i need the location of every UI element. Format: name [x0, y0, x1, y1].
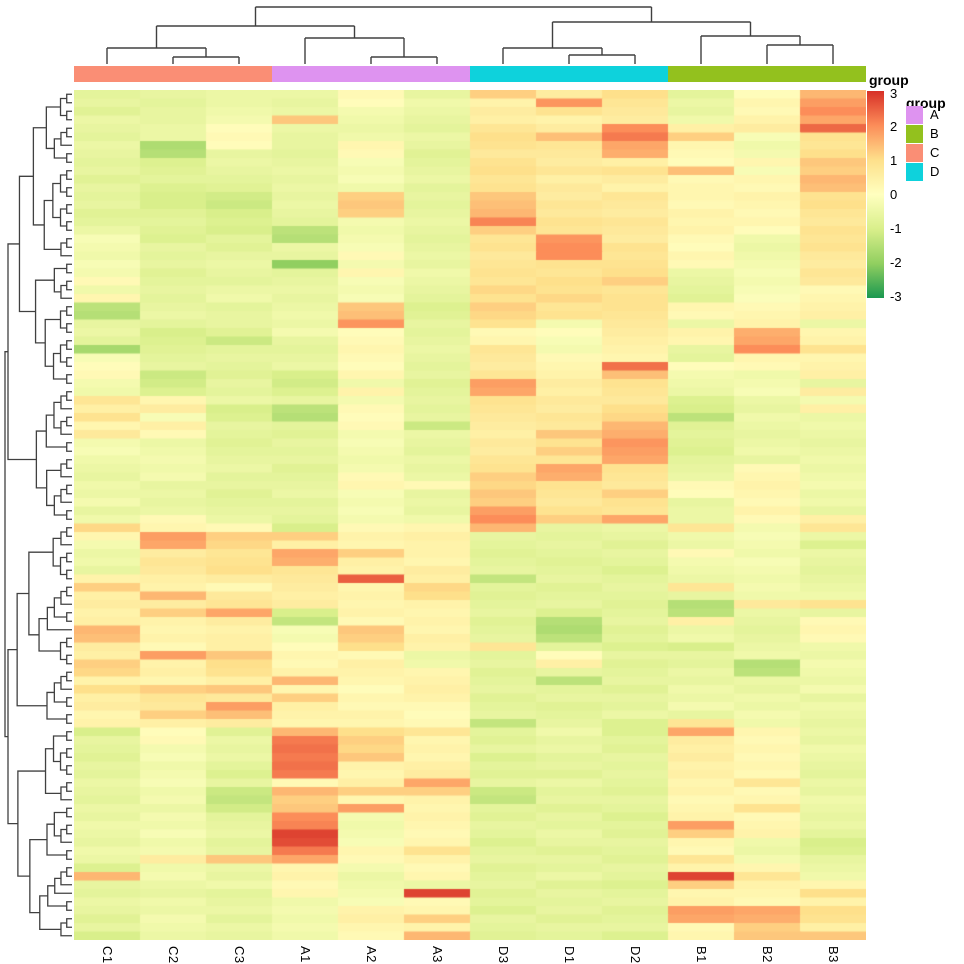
column-label-B2: B2: [760, 946, 775, 963]
colorbar-tick-label-2: 2: [890, 119, 898, 135]
legend-entry-label-C: C: [930, 145, 940, 160]
column-label-D2: D2: [628, 946, 643, 964]
annotation-group-A: [272, 66, 470, 82]
legend-swatch-C: [906, 144, 923, 162]
colorbar-tick-label--3: -3: [890, 288, 902, 304]
column-label-D3: D3: [496, 946, 511, 964]
column-label-C2: C2: [166, 946, 181, 964]
column-label-A1: A1: [298, 946, 313, 963]
legend-entry-label-A: A: [930, 107, 939, 122]
colorbar-gradient: [867, 91, 884, 298]
column-dendrogram: [106, 6, 834, 64]
column-label-B1: B1: [694, 946, 709, 963]
legend-entry-label-D: D: [930, 164, 940, 179]
column-label-A3: A3: [430, 946, 445, 963]
annotation-bar: [74, 66, 866, 82]
annotation-group-C: [74, 66, 272, 82]
legend-swatch-D: [906, 163, 923, 181]
row-dendrogram: [4, 93, 72, 937]
annotation-bar-title: group: [869, 72, 909, 88]
column-label-C3: C3: [232, 946, 247, 964]
heatmap-canvas: [74, 90, 866, 940]
legend-swatch-B: [906, 125, 923, 143]
colorbar-tick-label-3: 3: [890, 85, 898, 101]
legend-entry-label-B: B: [930, 126, 939, 141]
colorbar-tick-label-0: 0: [890, 187, 898, 202]
column-label-B3: B3: [826, 946, 841, 963]
annotation-group-D: [470, 66, 668, 82]
legend-swatch-A: [906, 106, 923, 124]
column-label-A2: A2: [364, 946, 379, 963]
annotation-group-B: [668, 66, 866, 82]
colorbar-tick-label--1: -1: [890, 220, 902, 236]
column-label-C1: C1: [100, 946, 115, 964]
column-label-D1: D1: [562, 946, 577, 964]
colorbar-tick-label-1: 1: [890, 153, 898, 169]
colorbar-tick-label--2: -2: [890, 254, 902, 270]
